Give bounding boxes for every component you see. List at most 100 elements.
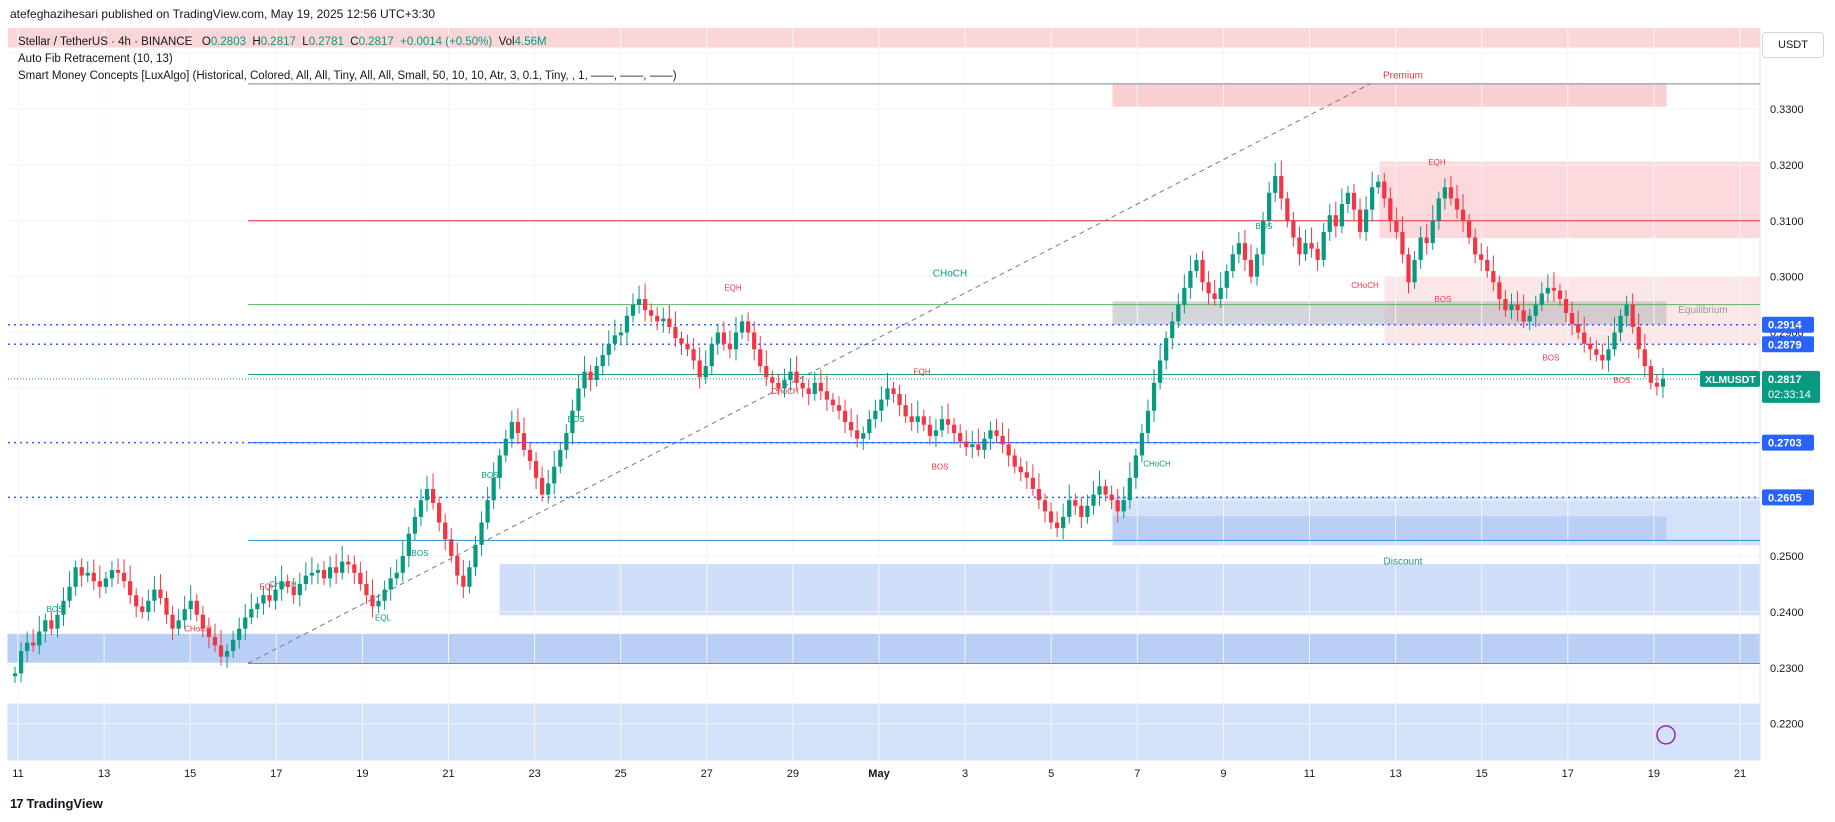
price-tick: 0.2400: [1770, 607, 1804, 619]
candle-body: [1030, 477, 1035, 489]
candle-body: [939, 419, 945, 431]
candle-body: [624, 315, 630, 333]
candle-body: [951, 424, 957, 434]
chart-legend: Stellar / TetherUS · 4h · BINANCE O0.280…: [18, 34, 677, 85]
time-tick: 21: [442, 768, 454, 780]
structure-label: BOS: [932, 462, 949, 471]
candle-body: [521, 433, 527, 450]
candle-body: [1091, 494, 1096, 506]
candle-body: [1497, 282, 1502, 300]
low-value: 0.2781: [308, 36, 344, 48]
candle-body: [976, 444, 981, 450]
candle-body: [176, 620, 181, 629]
candle-body: [418, 500, 424, 517]
price-tick: 0.2500: [1770, 551, 1804, 563]
candle-body: [540, 477, 545, 495]
symbol-name[interactable]: Stellar / TetherUS · 4h · BINANCE: [18, 36, 193, 48]
candle-body: [643, 299, 648, 311]
price-label-box: [1762, 489, 1814, 506]
candle-body: [982, 438, 987, 450]
candle-body: [715, 332, 720, 344]
price-label-box: [1762, 434, 1814, 451]
symbol-label-text: XLMUSDT: [1705, 374, 1756, 386]
candle-body: [1188, 271, 1193, 288]
bullish-order-block: [7, 703, 1761, 761]
choch-label: CHoCH: [933, 269, 967, 280]
candle-body: [861, 433, 866, 439]
candle-body: [1648, 366, 1653, 383]
candle-body: [1200, 259, 1205, 283]
candle-body: [285, 581, 290, 587]
candle-body: [200, 614, 205, 629]
candle-body: [1339, 204, 1344, 227]
candle-body: [406, 533, 411, 557]
candle-body: [1067, 500, 1072, 517]
candle-body: [933, 430, 939, 436]
candles: [12, 160, 1666, 683]
candle-body: [1206, 282, 1211, 294]
candle-body: [1145, 410, 1151, 434]
candle-body: [1388, 198, 1393, 221]
currency-button[interactable]: USDT: [1762, 32, 1824, 58]
candle-body: [1424, 237, 1429, 244]
candle-body: [158, 589, 163, 598]
candle-body: [73, 567, 78, 587]
candle-body: [1521, 310, 1526, 322]
high-value: 0.2817: [260, 36, 296, 48]
candle-body: [709, 343, 714, 367]
candle-body: [588, 371, 593, 381]
close-value: 0.2817: [358, 36, 394, 48]
time-tick: 21: [1734, 768, 1746, 780]
price-label-text: 0.2703: [1768, 438, 1802, 450]
price-label-text: 0.2605: [1768, 492, 1802, 504]
candle-body: [1594, 349, 1599, 355]
candle-body: [1327, 215, 1332, 232]
candle-body: [218, 645, 224, 657]
candle-body: [1018, 466, 1023, 473]
candle-body: [1164, 338, 1169, 361]
candle-body: [1079, 505, 1084, 517]
top-bar: atefeghazihesari published on TradingVie…: [0, 0, 1835, 28]
candle-body: [303, 575, 308, 584]
candle-body: [249, 609, 254, 618]
candle-body: [1557, 290, 1563, 300]
candle-body: [279, 581, 284, 590]
structure-label: BOS: [1614, 376, 1631, 385]
candle-body: [1303, 243, 1308, 255]
candle-body: [836, 405, 842, 411]
candle-body: [55, 614, 60, 629]
candle-body: [424, 488, 430, 501]
candle-body: [31, 642, 36, 646]
change-value: +0.0014 (+0.50%): [400, 36, 493, 48]
price-label-box: [1762, 336, 1814, 353]
time-tick: 13: [98, 768, 110, 780]
candle-body: [1503, 299, 1508, 311]
candle-body: [376, 600, 381, 607]
candle-body: [491, 477, 496, 501]
candle-body: [297, 583, 302, 596]
candle-body: [727, 343, 733, 350]
candle-body: [1618, 315, 1623, 333]
time-tick: 25: [615, 768, 627, 780]
time-tick: 15: [1476, 768, 1488, 780]
indicator-fib[interactable]: Auto Fib Retracement (10, 13): [18, 53, 173, 65]
indicator-smc[interactable]: Smart Money Concepts [LuxAlgo] (Historic…: [18, 70, 677, 82]
candle-body: [461, 575, 466, 587]
candle-body: [752, 332, 757, 350]
tradingview-logo[interactable]: 17 TradingView: [10, 796, 103, 811]
time-tick: 17: [1562, 768, 1574, 780]
candle-body: [782, 380, 787, 389]
time-tick: May: [868, 768, 890, 780]
candle-body: [400, 556, 405, 573]
candle-body: [988, 430, 993, 439]
candle-body: [1576, 324, 1581, 333]
candle-body: [1654, 382, 1660, 387]
candle-body: [1042, 500, 1048, 512]
candle-body: [1115, 500, 1120, 512]
countdown-text: 02:33:14: [1768, 389, 1811, 401]
candle-body: [806, 388, 811, 394]
candle-body: [1545, 287, 1550, 294]
tradingview-brand: TradingView: [26, 796, 103, 811]
candle-body: [412, 516, 418, 534]
